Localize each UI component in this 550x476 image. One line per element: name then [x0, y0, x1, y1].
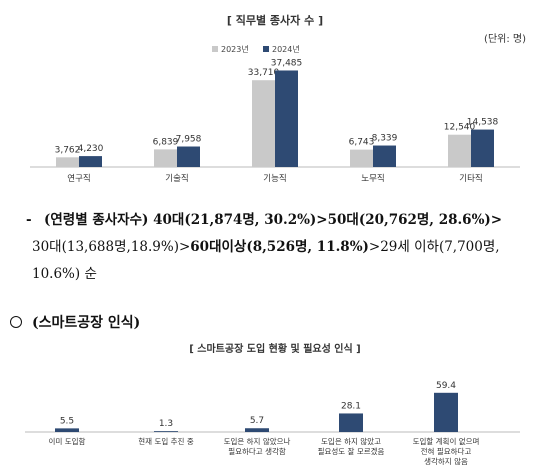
bar — [55, 428, 79, 432]
bar — [177, 146, 200, 167]
bar — [448, 134, 471, 167]
category-label: 도입은 하지 않았으나 필요하다고 생각함 — [224, 436, 291, 456]
data-label: 8,339 — [372, 134, 398, 144]
bar — [245, 428, 269, 432]
category-label: 기능직 — [263, 173, 286, 184]
age-text-run: 40대(21,874명, 30.2%)>50대(20,762명, 28.6%)> — [153, 212, 503, 228]
data-label: 33,710 — [248, 68, 280, 78]
bar — [471, 129, 494, 167]
chart1-unit: (단위: 명) — [484, 34, 526, 45]
age-text-run: 10.6%) 순 — [32, 266, 97, 282]
bar — [373, 145, 396, 167]
bar — [56, 157, 79, 167]
data-label: 6,839 — [153, 137, 179, 147]
data-label: 28.1 — [341, 401, 361, 411]
bar — [275, 70, 298, 167]
category-label: 노무직 — [361, 173, 384, 184]
smart-factory-chart: 5.5 이미 도입함 1.3 현재 도입 추진 중 5.7 도입은 하지 않았으나 필요하다… — [25, 381, 520, 466]
data-label: 4,230 — [78, 144, 104, 154]
age-text-run: (연령별 종사자수) — [44, 212, 154, 228]
chart1-title: [ 직무별 종사자 수 ] — [226, 14, 324, 27]
category-label: 도입할 계획이 없으며 전혀 필요하다고 생각하지 않음 — [413, 436, 480, 466]
age-line-3: 10.6%) 순 — [32, 261, 537, 288]
age-breakdown-text: - (연령별 종사자수) 40대(21,874명, 30.2%)>50대(20,7… — [26, 207, 537, 288]
bar — [79, 156, 102, 167]
age-line-1: - (연령별 종사자수) 40대(21,874명, 30.2%)>50대(20,7… — [26, 207, 537, 234]
legend-label: 2023년 — [221, 44, 249, 54]
data-label: 5.7 — [250, 416, 264, 426]
data-label: 5.5 — [60, 416, 74, 426]
data-label: 3,762 — [55, 145, 81, 155]
bar — [339, 413, 363, 432]
legend-label: 2024년 — [272, 44, 300, 54]
age-line-2: 30대(13,688명,18.9%)>60대이상(8,526명, 11.8%)>… — [32, 234, 537, 261]
data-label: 37,485 — [271, 58, 303, 68]
age-text-run: 60대이상(8,526명, 11.8%) — [190, 239, 369, 255]
category-label: 도입은 하지 않았고 필요성도 잘 모르겠음 — [318, 436, 385, 456]
legend-swatch — [263, 46, 269, 52]
data-label: 7,958 — [176, 135, 202, 145]
age-dash: - — [26, 212, 32, 228]
data-label: 59.4 — [436, 381, 456, 391]
bar — [434, 392, 458, 432]
chart2-title: [ 스마트공장 도입 현황 및 필요성 인식 ] — [189, 344, 361, 355]
data-label: 14,538 — [467, 118, 499, 128]
data-label: 6,743 — [349, 138, 375, 148]
bar — [154, 149, 177, 167]
bar — [154, 431, 178, 432]
data-label: 1.3 — [159, 419, 173, 429]
legend-swatch — [212, 46, 218, 52]
smart-factory-heading: (스마트공장 인식) — [10, 312, 140, 332]
category-label: 이미 도입함 — [49, 436, 86, 446]
category-label: 기술직 — [165, 173, 188, 184]
age-text-run: >29세 이하(7,700명, — [368, 239, 500, 255]
bar — [252, 80, 275, 167]
age-text-run: 30대(13,688명,18.9%)> — [32, 239, 191, 255]
bullet-circle-icon — [10, 316, 22, 328]
category-label: 기타직 — [459, 173, 482, 184]
category-label: 현재 도입 추진 중 — [138, 436, 194, 446]
category-label: 연구직 — [67, 173, 90, 184]
data-label: 12,540 — [444, 123, 476, 133]
bar — [350, 149, 373, 167]
